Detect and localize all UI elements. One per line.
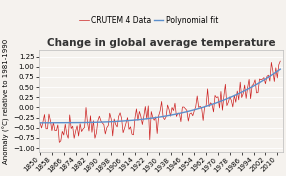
Title: Change in global average temperature: Change in global average temperature	[47, 38, 275, 48]
CRUTEM 4 Data	[277, 64, 281, 66]
Legend: CRUTEM 4 Data, Polynomial fit: CRUTEM 4 Data, Polynomial fit	[79, 16, 218, 25]
CRUTEM 4 Data	[262, 77, 266, 79]
CRUTEM 4 Data	[228, 96, 232, 98]
Polynomial fit	[279, 68, 282, 70]
CRUTEM 4 Data	[107, 124, 110, 127]
Polynomial fit	[152, 117, 156, 119]
Line: Polynomial fit: Polynomial fit	[40, 69, 280, 123]
Polynomial fit	[273, 72, 276, 74]
Y-axis label: Anomaly (°C) relative to 1981-1990: Anomaly (°C) relative to 1981-1990	[3, 39, 10, 164]
Polynomial fit	[181, 112, 185, 114]
Polynomial fit	[168, 114, 172, 116]
Line: CRUTEM 4 Data: CRUTEM 4 Data	[40, 61, 280, 142]
CRUTEM 4 Data	[38, 122, 42, 124]
CRUTEM 4 Data	[246, 87, 249, 89]
CRUTEM 4 Data	[57, 141, 61, 143]
CRUTEM 4 Data	[279, 60, 282, 62]
Polynomial fit	[235, 93, 239, 95]
CRUTEM 4 Data	[215, 96, 218, 99]
Polynomial fit	[154, 117, 157, 119]
Polynomial fit	[38, 122, 42, 124]
